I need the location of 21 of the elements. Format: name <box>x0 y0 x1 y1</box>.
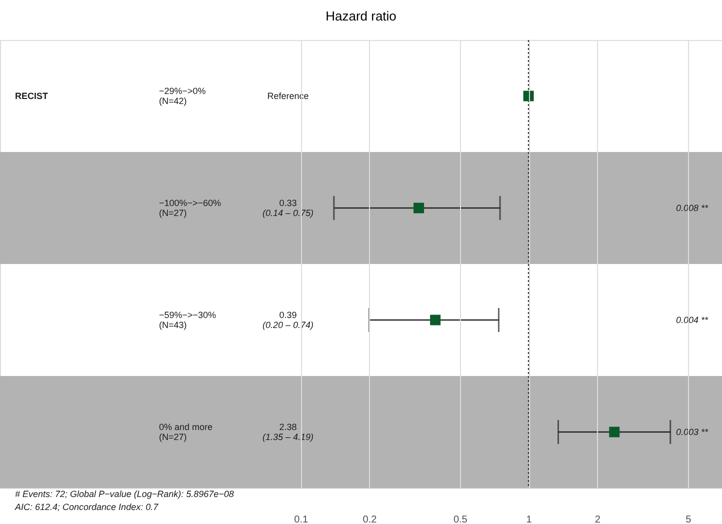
x-tick-label: 1 <box>526 514 532 524</box>
text: 0.33 (0.14 – 0.75) <box>262 198 314 218</box>
y-axis-title: RECIST <box>15 91 49 101</box>
x-tick-label: 0.1 <box>294 514 308 524</box>
chart-title: Hazard ratio <box>326 8 396 24</box>
text: 0.39 (0.20 – 0.74) <box>262 310 314 330</box>
annotation: 0.004 ** <box>676 315 708 325</box>
x-tick-label: 5 <box>686 514 692 524</box>
annotation: 0.008 ** <box>676 203 708 213</box>
y-tick-label: 0% and more (N=27) <box>159 422 213 442</box>
text: AIC: 612.4; Concordance Index: 0.7 <box>14 502 160 512</box>
text: 2.38 (1.35 – 4.19) <box>262 422 314 442</box>
x-tick-label: 2 <box>594 514 601 524</box>
y-tick-label: −100%−>−60% (N=27) <box>159 198 222 218</box>
y-tick-label: −29%−>0% (N=42) <box>159 86 206 106</box>
x-tick-label: 0.5 <box>453 514 468 524</box>
x-tick-label: 0.2 <box>362 514 378 524</box>
y-tick-label: −59%−>−30% (N=43) <box>159 310 216 330</box>
text: # Events: 72; Global P−value (Log−Rank): 5.8967e−08 <box>15 489 234 499</box>
annotation: Reference <box>267 91 309 101</box>
annotation: 0.003 ** <box>676 427 708 437</box>
